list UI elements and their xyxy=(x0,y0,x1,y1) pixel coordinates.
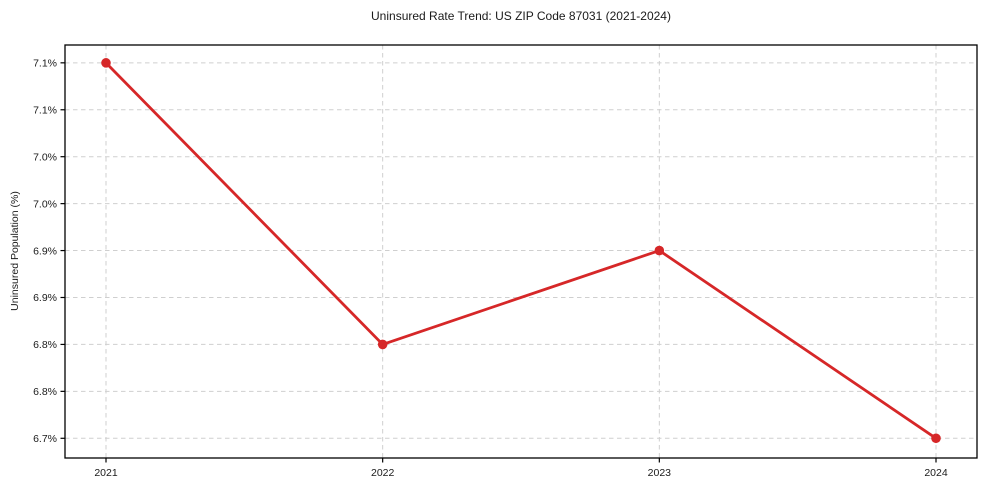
chart-title: Uninsured Rate Trend: US ZIP Code 87031 … xyxy=(371,9,671,23)
y-tick-label: 7.0% xyxy=(33,198,57,210)
data-point-marker xyxy=(654,245,665,256)
data-point-marker xyxy=(931,433,941,444)
trend-line xyxy=(104,61,938,440)
y-tick-label: 7.1% xyxy=(33,58,57,70)
y-tick-label: 6.9% xyxy=(33,292,57,304)
y-tick-label: 6.8% xyxy=(33,339,57,351)
x-tick-label: 2024 xyxy=(924,467,948,479)
data-point-marker xyxy=(101,58,111,68)
y-tick-label: 6.9% xyxy=(33,245,57,257)
y-tick-label: 6.8% xyxy=(33,386,57,398)
plot-border xyxy=(64,44,978,459)
x-tick-label: 2021 xyxy=(94,467,118,479)
y-tick-label: 7.1% xyxy=(33,104,57,116)
y-tick-label: 7.0% xyxy=(33,151,57,163)
data-point-marker xyxy=(377,339,388,350)
x-tick-label: 2022 xyxy=(371,467,395,479)
x-tick-label: 2023 xyxy=(648,467,672,479)
y-tick-label: 6.7% xyxy=(33,433,57,445)
